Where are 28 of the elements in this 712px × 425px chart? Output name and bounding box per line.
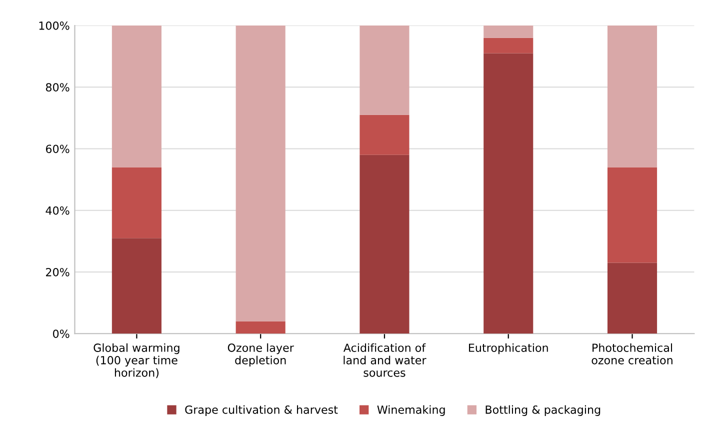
y-tick-label: 100% <box>39 21 70 30</box>
x-tick-label: Ozone layer depletion <box>228 343 294 367</box>
y-tick-label: 20% <box>46 268 70 276</box>
y-tick-label: 0% <box>53 330 70 338</box>
bar <box>112 167 162 238</box>
y-tick-label: 40% <box>46 206 70 215</box>
bar <box>236 321 286 334</box>
bar <box>360 114 410 155</box>
bar <box>112 26 162 168</box>
bar <box>607 167 658 263</box>
bar <box>360 26 410 115</box>
x-tick-label: Acidification of land and water sources <box>343 343 426 377</box>
y-tick-label: 60% <box>46 144 70 154</box>
bar <box>607 262 658 334</box>
bar <box>236 26 286 322</box>
x-tick-label: Global warming (100 year time horizon) <box>94 343 180 378</box>
x-tick-label: Eutrophication <box>469 343 548 354</box>
bar <box>484 38 534 54</box>
legend-label: Winemaking <box>377 405 445 416</box>
y-tick-label: 80% <box>46 83 70 92</box>
bar <box>484 26 534 38</box>
bar <box>360 154 410 334</box>
bar <box>607 26 658 168</box>
legend-label: Bottling & packaging <box>486 405 600 416</box>
x-tick-label: Photochemical ozone creation <box>592 343 672 364</box>
bar <box>112 238 162 334</box>
bar <box>484 53 534 334</box>
legend-label: Grape cultivation & harvest <box>185 405 338 416</box>
